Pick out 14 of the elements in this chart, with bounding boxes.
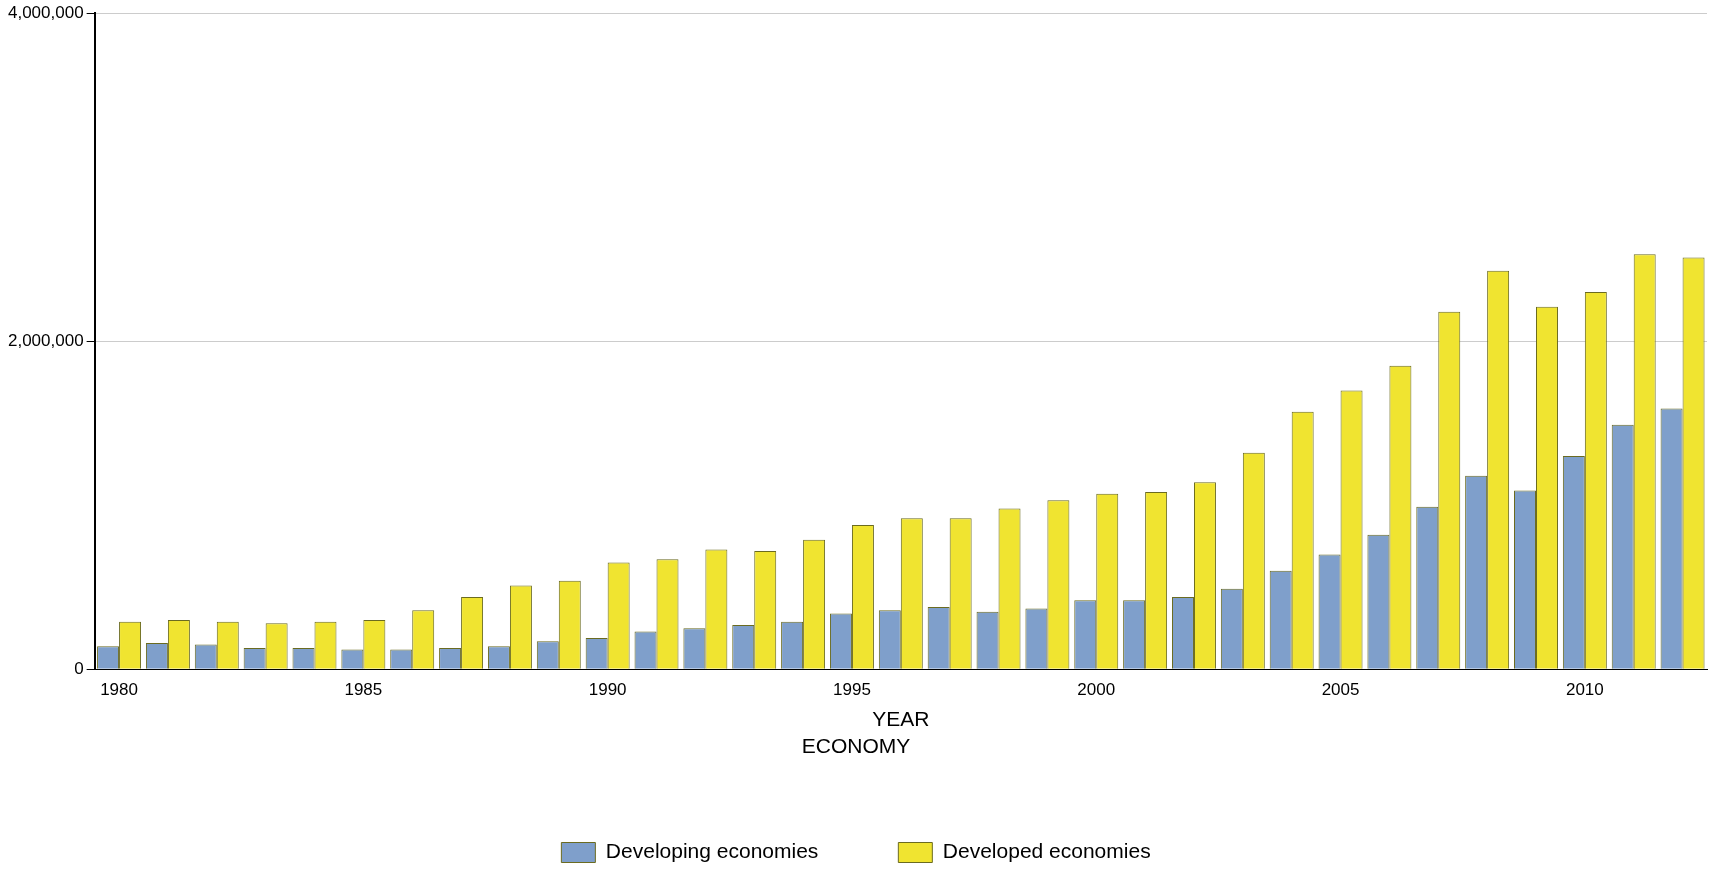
x-tick-label: 1995: [833, 680, 871, 700]
x-tick-label: 2005: [1321, 680, 1360, 700]
x-axis-title: YEAR: [872, 707, 930, 730]
x-tick-label: 1980: [100, 680, 138, 700]
x-tick-label: 1985: [344, 680, 383, 700]
y-tick-label: 4,000,000: [7, 2, 84, 22]
legend-label: Developed economies: [942, 839, 1151, 863]
y-tick-label: 2,000,000: [7, 330, 84, 350]
x-tick-label: 2010: [1565, 680, 1604, 700]
legend-label: Developing economies: [605, 839, 819, 863]
x-tick-label: 1990: [588, 680, 627, 700]
y-tick-label: 0: [74, 658, 84, 678]
legend-title: ECONOMY: [801, 734, 911, 758]
x-tick-label: 2000: [1077, 680, 1116, 700]
